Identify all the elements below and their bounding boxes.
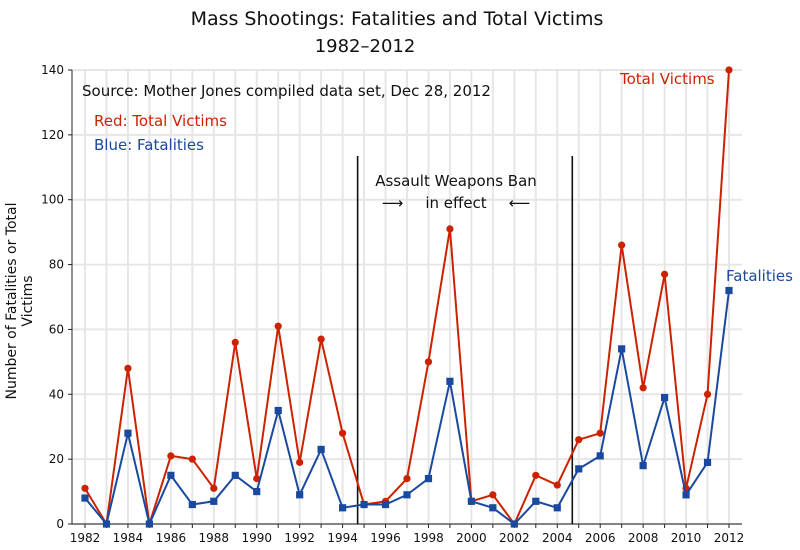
x-tick-label: 2000 <box>456 531 487 545</box>
annotation-line-2: ⟶ in effect ⟵ <box>381 194 531 212</box>
x-tick-label: 2010 <box>671 531 702 545</box>
y-axis-label: Number of Fatalities or Total Victims <box>4 202 36 400</box>
data-point-total-victims <box>575 436 583 444</box>
legend-fatalities: Blue: Fatalities <box>94 136 204 154</box>
chart-title: Mass Shootings: Fatalities and Total Vic… <box>190 8 604 30</box>
data-point-fatalities <box>553 504 561 512</box>
data-point-fatalities <box>167 471 175 479</box>
y-tick-label: 40 <box>49 387 64 401</box>
data-point-total-victims <box>167 452 175 460</box>
source-note: Source: Mother Jones compiled data set, … <box>82 82 491 100</box>
data-point-fatalities <box>274 406 282 415</box>
chart-subtitle: 1982–2012 <box>314 36 416 57</box>
data-point-total-victims <box>81 484 89 492</box>
data-point-fatalities <box>188 500 196 509</box>
data-point-fatalities <box>360 500 368 509</box>
data-point-total-victims <box>553 481 561 489</box>
data-point-fatalities <box>424 475 433 483</box>
data-point-fatalities <box>253 487 261 496</box>
x-tick-label: 2012 <box>714 531 745 545</box>
right-arrow-icon: ⟵ <box>508 194 531 212</box>
data-point-fatalities <box>231 471 239 479</box>
data-point-fatalities <box>339 504 347 512</box>
x-tick-label: 1996 <box>370 531 401 545</box>
data-point-total-victims <box>403 475 411 483</box>
data-point-fatalities <box>532 497 540 505</box>
data-point-fatalities <box>661 393 669 402</box>
data-point-fatalities <box>596 452 604 460</box>
x-tick-label: 1984 <box>113 531 144 545</box>
y-tick-label: 120 <box>41 128 64 142</box>
data-point-total-victims <box>296 458 304 466</box>
data-point-fatalities <box>510 520 518 528</box>
legend-total-victims: Red: Total Victims <box>94 112 227 130</box>
left-arrow-icon: ⟶ <box>381 194 404 212</box>
y-tick-label: 80 <box>49 258 64 272</box>
data-point-fatalities <box>682 491 690 499</box>
x-tick-label: 1988 <box>199 531 230 545</box>
data-point-fatalities <box>317 445 325 454</box>
data-point-fatalities <box>210 497 218 505</box>
data-point-total-victims <box>339 429 347 437</box>
data-point-fatalities <box>102 520 111 528</box>
data-point-fatalities <box>575 465 583 473</box>
data-point-total-victims <box>725 66 733 74</box>
end-label-fatalities: Fatalities <box>726 267 793 285</box>
data-point-fatalities <box>145 520 153 528</box>
data-point-total-victims <box>274 322 282 330</box>
data-point-fatalities <box>81 494 89 502</box>
data-point-fatalities <box>296 491 304 499</box>
data-point-fatalities <box>467 497 475 505</box>
data-point-total-victims <box>188 455 196 463</box>
data-point-total-victims <box>703 390 712 398</box>
assault-weapons-ban-annotation: Assault Weapons Ban ⟶ in effect ⟵ <box>368 170 544 214</box>
x-tick-label: 2006 <box>585 531 616 545</box>
x-tick-label: 1990 <box>241 531 272 545</box>
x-tick-label: 2002 <box>499 531 530 545</box>
x-tick-label: 1982 <box>70 531 101 545</box>
annotation-line-1: Assault Weapons Ban <box>375 172 537 190</box>
x-tick-label: 1986 <box>156 531 187 545</box>
data-point-total-victims <box>210 484 218 492</box>
data-point-fatalities <box>446 377 454 385</box>
data-point-total-victims <box>661 270 669 278</box>
data-point-total-victims <box>639 384 647 392</box>
x-tick-label: 1994 <box>327 531 358 545</box>
data-point-total-victims <box>253 475 261 483</box>
data-point-fatalities <box>725 286 733 295</box>
data-point-fatalities <box>618 345 626 353</box>
data-point-fatalities <box>703 458 712 466</box>
data-point-total-victims <box>489 491 497 499</box>
data-point-total-victims <box>124 364 132 372</box>
data-point-total-victims <box>532 471 540 479</box>
data-point-total-victims <box>231 338 239 346</box>
data-point-total-victims <box>424 358 433 366</box>
x-tick-label: 1998 <box>413 531 444 545</box>
data-point-total-victims <box>618 241 626 249</box>
y-tick-label: 140 <box>41 63 64 77</box>
y-tick-label: 20 <box>49 452 64 466</box>
x-tick-label: 2004 <box>542 531 573 545</box>
y-tick-label: 100 <box>41 193 64 207</box>
data-point-total-victims <box>446 225 454 233</box>
data-point-total-victims <box>596 429 604 437</box>
y-tick-label: 0 <box>56 517 64 531</box>
data-point-fatalities <box>639 462 647 470</box>
end-label-total-victims: Total Victims <box>620 70 715 88</box>
y-tick-label: 60 <box>49 322 64 336</box>
data-point-total-victims <box>317 335 325 343</box>
data-point-fatalities <box>403 491 411 499</box>
data-point-fatalities <box>489 504 497 512</box>
data-point-fatalities <box>124 429 132 437</box>
data-point-fatalities <box>381 500 390 509</box>
x-tick-label: 2008 <box>628 531 659 545</box>
x-tick-label: 1992 <box>284 531 315 545</box>
